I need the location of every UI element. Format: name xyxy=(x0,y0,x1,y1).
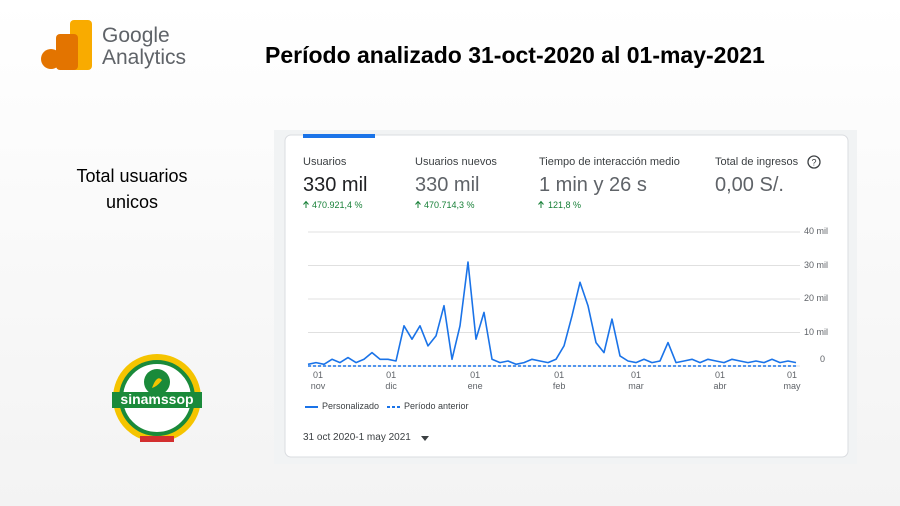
help-icon: ? xyxy=(807,155,821,169)
date-range[interactable]: 31 oct 2020-1 may 2021 xyxy=(303,432,411,443)
legend-label: Personalizado xyxy=(322,401,380,411)
metric-change: 470.921,4 % xyxy=(312,200,363,210)
metric-change: 121,8 % xyxy=(548,200,582,210)
svg-text:?: ? xyxy=(811,158,816,168)
metric-name: Usuarios nuevos xyxy=(415,156,497,168)
x-tick-label: 01 feb xyxy=(552,370,566,391)
metric-value: 1 min y 26 s xyxy=(539,174,647,196)
org-logo-text: sinamssop xyxy=(120,391,194,407)
x-tick-label: 01 mar xyxy=(628,370,644,391)
card xyxy=(284,134,849,458)
x-tick-label: 01 nov xyxy=(310,370,326,391)
legend-label: Período anterior xyxy=(404,401,469,411)
ga-product: Analytics xyxy=(102,46,187,69)
active-tab xyxy=(303,134,375,138)
y-tick-label: 40 mil xyxy=(804,226,829,236)
side-label: Total usuarios unicos xyxy=(76,166,188,212)
metric-value: 330 mil xyxy=(303,174,368,196)
metric-value: 330 mil xyxy=(415,174,480,196)
series-line xyxy=(307,261,797,366)
y-tick-label: 20 mil xyxy=(804,293,829,303)
dropdown-arrow[interactable] xyxy=(421,436,429,441)
x-tick-label: 01 ene xyxy=(467,370,483,391)
metric-name: Usuarios xyxy=(303,156,347,168)
metric-change: 470.714,3 % xyxy=(424,200,475,210)
metric-name: Tiempo de interacción medio xyxy=(539,156,680,168)
y-tick-label: 30 mil xyxy=(804,259,829,270)
y-tick-label: 10 mil xyxy=(804,326,829,337)
slide-title: Período analizado 31-oct-2020 al 01-may-… xyxy=(265,42,765,68)
y-tick-label: 0 xyxy=(820,354,826,364)
x-tick-label: 01 may xyxy=(783,370,801,391)
metric-value: 0,00 S/. xyxy=(715,174,784,196)
metric-name: Total de ingresos xyxy=(715,156,799,168)
sinamssop-logo xyxy=(112,354,202,442)
x-tick-label: 01 abr xyxy=(713,370,727,391)
x-tick-label: 01 dic xyxy=(385,370,397,391)
ga-logo-icon xyxy=(41,20,92,70)
change-arrows xyxy=(303,200,544,208)
ga-brand: Google xyxy=(102,24,170,47)
